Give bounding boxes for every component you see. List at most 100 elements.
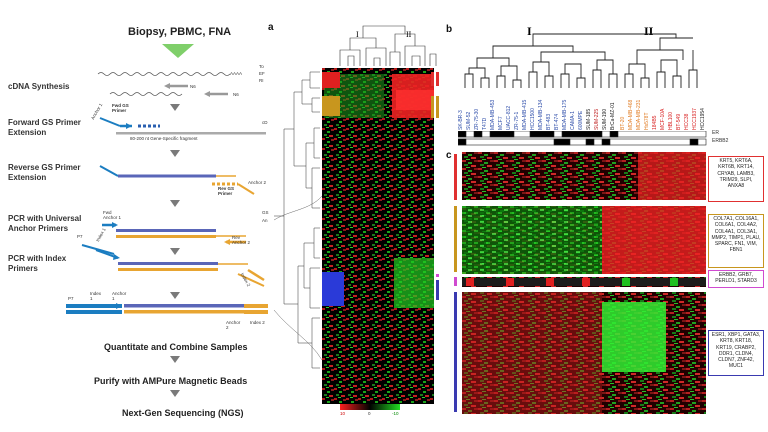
panel-a-colorscale [340,404,400,410]
cell-line: BT-474 [554,113,560,130]
panel-a-scale-10: 10 [340,411,346,416]
cell-line: MDA-MB-415 [522,99,528,130]
step-arrow-2 [170,150,180,157]
cell-line: HCC38 [684,113,690,130]
panel-a-dendrogram-top [339,25,437,66]
cell-line: HCC1954 [700,108,706,130]
n6-label-b: N6 [233,92,239,97]
step-arrow-6 [170,356,180,363]
final-step-quantitate: Quantitate and Combine Samples [104,342,248,352]
gene-box-red: KRT5, KRT6A, KRT6B, KRT14, CRYAB, LAMB3,… [708,156,764,202]
panel-a-marker-red-2 [431,72,434,86]
pc-green-cluster-1 [462,206,602,274]
panel-a-red-block-2 [396,90,434,110]
fwd-gs-primer-label: Fwd GS Primer [112,103,129,113]
cell-line: Hs578T [644,112,650,130]
gene-box-gold: COL7A1, COL16A1, COL6A1, COL4A2, COL4A1,… [708,214,764,268]
pc-red-cluster-2 [602,206,706,274]
cell-line: 184B5 [652,115,658,130]
panel-a-marker-red [436,72,439,86]
index1-label-b: Index 1 [90,291,102,301]
n6-label-a: N6 [190,84,196,89]
final-construct-diagram [66,303,268,314]
cell-line: T47D [482,117,488,130]
aaaa-label: AAAA [230,71,243,76]
pc-red-cluster-3 [462,292,602,414]
cut-ar: An [262,218,268,223]
cell-line: HCC1937 [692,108,698,130]
reverse-diagram [99,165,255,195]
cell-line: SUM-225 [594,108,600,130]
panel-a-marker-blue [436,280,439,300]
step-arrow-5 [170,292,180,299]
panel-b-cell-lines: SK-BR-3 SUM-52 ZR-75-30 T47D MDA-MB-453 … [458,90,710,130]
cell-line: MCF-10A [660,108,666,130]
cell-line: HBL100 [668,111,674,130]
cell-line-list-blue: SK-BR-3 SUM-52 ZR-75-30 T47D MDA-MB-453 … [458,90,618,130]
panel-c-bar-blue [454,292,457,412]
panel-a-cluster-i: I [356,30,359,39]
anchor1-label-b: Anchor 1 [112,291,127,301]
final-step-ngs: Next-Gen Sequencing (NGS) [122,408,244,418]
panel-a-marker-gold-2 [431,96,434,118]
cell-line: BT-20 [620,116,626,130]
cdna-wave [109,92,183,96]
workflow-panel: Biopsy, PBMC, FNA cDNA Synthesis AAAA N6… [0,0,272,432]
panel-b-letter: b [446,24,453,35]
panel-a-marker-magenta [436,274,439,277]
panel-c-bar-gold [454,206,457,272]
panel-a-scale-0: 0 [368,411,371,416]
cell-line: MDA-MB-175 [562,99,568,130]
step-arrow-3 [170,200,180,207]
cell-line: SUM-190 [602,108,608,130]
cell-line: 600MPE [578,110,584,130]
panel-a-letter: a [268,22,274,33]
rev-anchor2-label: Rev Anchor 2 [232,235,251,245]
panel-a-blue-side [322,272,344,306]
step-pcr-universal-label: PCR with Universal Anchor Primers [8,214,82,233]
cut-ef: EF [259,71,265,76]
template-strand [116,132,266,135]
p7-label: P7 [77,234,83,239]
rev-gs-primer-label: Rev GS Primer [218,186,235,196]
anchor2-label: Anchor 2 [248,180,267,185]
cell-line: MCF7 [498,116,504,130]
panel-b-row-er: ER [712,130,719,136]
panel-c-heatmap [462,152,706,414]
final-step-purify: Purify with AMPure Magnetic Beads [94,376,248,386]
cell-line: MDA-MB-453 [490,99,496,130]
cell-line: SUM-185 [586,108,592,130]
cell-line: MDA-MB-231 [636,99,642,130]
panel-a-heatmap [322,68,434,404]
pc-red-cluster [638,152,706,200]
panel-c-bar-magenta [454,277,457,286]
step-arrow-1 [170,104,180,111]
step-arrow-4 [170,248,180,255]
anchor2-label-b: Anchor 2 [226,320,241,330]
step-reverse-label: Reverse GS Primer Extension [8,163,81,182]
step-cdna-label: cDNA Synthesis [8,82,70,91]
mrna-wave [97,72,231,76]
fwd-anchor1-label: Fwd Anchor 1 [103,210,122,220]
panel-a-green-block-2 [394,258,434,308]
panel-a-red-side [322,72,340,88]
cell-line: ZR-75-30 [474,108,480,130]
panel-b-cluster-i: I [527,24,532,38]
step-pcr-index-label: PCR with Index Primers [8,254,67,273]
panel-b-dendrogram [464,33,698,88]
cell-line: BrCa-MZ-01 [610,102,616,130]
panel-b-row-erbb2: ERBB2 [712,138,729,144]
cell-line-list-red: BT-20 MDA-MB-468 MDA-MB-231 Hs578T 184B5… [620,90,708,130]
cell-line: MDA-MB-468 [628,99,634,130]
workflow-title: Biopsy, PBMC, FNA [128,26,232,38]
panel-connectors [273,195,323,361]
step-arrow-7 [170,390,180,397]
green-arrow [162,44,194,58]
forward-diagram [99,117,266,135]
panel-a-heatmap-frame [322,68,434,404]
pcr-index-diagram [81,244,265,287]
cell-line: SK-BR-3 [458,110,464,130]
pc-green-cluster-2 [602,302,666,372]
cdna-diagram [97,72,231,97]
panel-b-status-rows [458,131,707,146]
